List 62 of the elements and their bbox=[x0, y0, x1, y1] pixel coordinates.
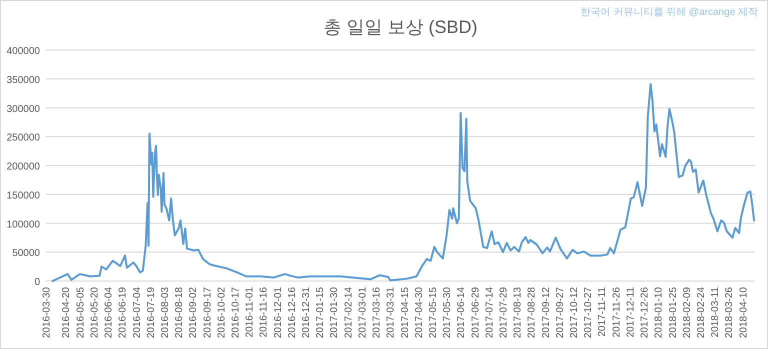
x-tick-label: 2016-07-19 bbox=[146, 286, 157, 338]
x-tick-label: 2017-04-15 bbox=[400, 286, 411, 338]
y-tick-label: 200000 bbox=[6, 162, 40, 172]
y-tick-label: 400000 bbox=[6, 46, 40, 57]
x-tick-label: 2016-11-01 bbox=[244, 286, 256, 338]
line-series bbox=[52, 83, 756, 282]
x-tick-label: 2017-08-13 bbox=[512, 286, 524, 338]
x-tick-label: 2017-04-30 bbox=[414, 286, 425, 338]
x-tick-label: 2017-10-12 bbox=[569, 286, 580, 338]
x-tick-label: 2017-03-31 bbox=[386, 286, 397, 338]
x-tick-label: 2017-03-16 bbox=[372, 286, 383, 338]
x-tick-label: 2017-12-11 bbox=[625, 286, 636, 338]
x-tick-label: 2016-07-04 bbox=[132, 286, 143, 338]
x-tick-label: 2016-08-18 bbox=[174, 286, 186, 338]
x-tick-label: 2017-03-01 bbox=[357, 286, 368, 338]
y-tick-label: 100000 bbox=[6, 219, 40, 230]
y-tick-label: 50000 bbox=[12, 248, 40, 260]
x-tick-label: 2018-01-25 bbox=[668, 286, 679, 338]
x-tick-label: 2016-10-17 bbox=[230, 286, 242, 338]
x-tick-label: 2017-11-11 bbox=[597, 286, 608, 337]
x-tick-label: 2017-07-29 bbox=[498, 286, 510, 338]
x-tick-label: 2017-07-14 bbox=[484, 286, 496, 338]
x-tick-label: 2016-06-04 bbox=[104, 286, 115, 338]
x-tick-label: 2017-11-26 bbox=[611, 286, 622, 338]
x-tick-label: 2017-08-28 bbox=[526, 286, 538, 338]
x-tick-label: 2016-08-03 bbox=[160, 286, 171, 338]
y-tick-label: 350000 bbox=[6, 74, 40, 86]
x-tick-label: 2016-09-17 bbox=[202, 286, 214, 338]
y-tick-label: 300000 bbox=[6, 104, 40, 115]
x-tick-label: 2016-11-16 bbox=[258, 286, 270, 338]
x-tick-label: 2018-04-10 bbox=[738, 286, 750, 338]
x-tick-label: 2017-01-30 bbox=[329, 286, 340, 338]
x-tick-label: 2018-01-10 bbox=[654, 286, 665, 338]
x-tick-label: 2017-10-27 bbox=[583, 286, 594, 338]
x-tick-label: 2017-02-14 bbox=[343, 286, 354, 338]
x-tick-label: 2016-06-19 bbox=[118, 286, 129, 338]
x-tick-label: 2016-12-01 bbox=[272, 286, 284, 338]
x-tick-label: 2017-09-12 bbox=[540, 286, 552, 338]
x-tick-label: 2017-12-26 bbox=[640, 286, 651, 338]
y-tick-label: 150000 bbox=[6, 190, 40, 202]
x-tick-label: 2018-02-09 bbox=[682, 286, 693, 338]
x-tick-label: 2016-10-02 bbox=[216, 286, 228, 338]
x-tick-label: 2018-02-24 bbox=[696, 286, 707, 338]
x-tick-label: 2018-03-26 bbox=[724, 286, 736, 338]
text: 한국어 커뮤니티를 위해 @arcange 제작 bbox=[580, 7, 758, 18]
x-tick-label: 2016-05-20 bbox=[89, 286, 100, 338]
x-tick-label: 2018-03-11 bbox=[710, 286, 722, 338]
x-tick-label: 2016-04-20 bbox=[61, 286, 72, 338]
x-tick-label: 2016-12-31 bbox=[301, 286, 312, 338]
x-tick-label: 2017-05-15 bbox=[428, 286, 439, 338]
x-tick-label: 2016-03-30 bbox=[42, 286, 52, 338]
x-tick-label: 2016-09-02 bbox=[188, 286, 200, 338]
x-tick-label: 2016-12-16 bbox=[286, 286, 298, 338]
chart-title: 총 일일 보상 (SBD) bbox=[323, 17, 478, 37]
x-tick-label: 2017-06-29 bbox=[470, 286, 482, 338]
x-tick-label: 2017-01-15 bbox=[315, 286, 326, 338]
x-tick-label: 2017-05-30 bbox=[442, 286, 454, 338]
x-tick-label: 2017-09-27 bbox=[554, 286, 566, 338]
y-tick-label: 0 bbox=[34, 277, 40, 288]
x-tick-label: 2017-06-14 bbox=[456, 286, 468, 338]
x-tick-label: 2016-05-05 bbox=[75, 286, 86, 338]
y-tick-label: 250000 bbox=[6, 132, 40, 144]
